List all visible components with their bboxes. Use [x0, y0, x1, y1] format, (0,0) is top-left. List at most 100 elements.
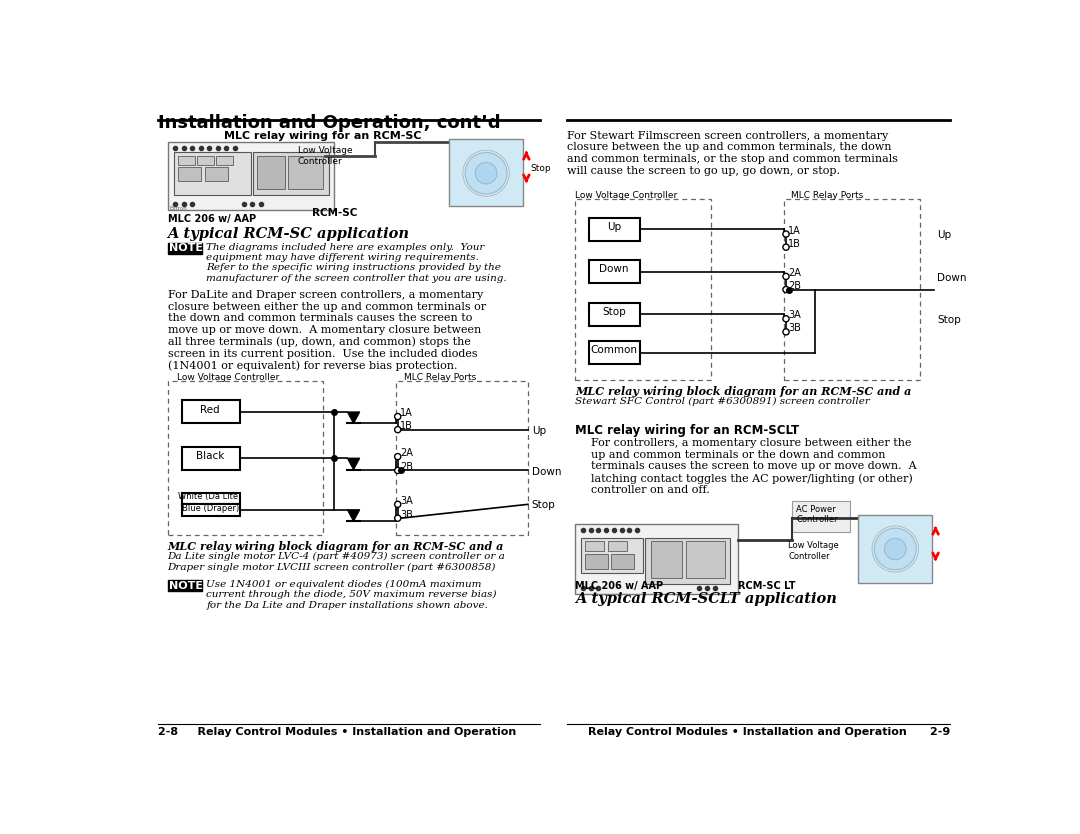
Circle shape — [783, 231, 789, 237]
Bar — [253, 153, 328, 195]
Bar — [288, 156, 323, 188]
Text: White (Da Lite): White (Da Lite) — [178, 492, 242, 501]
Circle shape — [394, 454, 401, 460]
Bar — [590, 303, 639, 326]
Bar — [181, 505, 240, 516]
Bar — [651, 541, 683, 578]
Polygon shape — [348, 510, 360, 521]
Text: MLC relay wiring for an RCM-SC: MLC relay wiring for an RCM-SC — [225, 131, 421, 141]
Bar — [590, 218, 639, 241]
Bar — [181, 446, 240, 470]
Text: Stop: Stop — [531, 500, 555, 510]
Circle shape — [394, 426, 401, 433]
Circle shape — [394, 515, 401, 521]
Bar — [590, 341, 639, 364]
Bar — [205, 167, 228, 181]
Circle shape — [783, 274, 789, 279]
Text: 3A: 3A — [788, 310, 801, 320]
Text: RCM-SC: RCM-SC — [312, 208, 357, 218]
Bar — [216, 155, 233, 165]
Bar — [590, 260, 639, 284]
Text: Da Lite single motor LVC-4 (part #40973) screen controller or a
Draper single mo: Da Lite single motor LVC-4 (part #40973)… — [167, 552, 505, 572]
Circle shape — [783, 316, 789, 322]
Text: 1B: 1B — [400, 421, 413, 431]
Text: 2B: 2B — [788, 281, 801, 291]
Text: MLC relay wiring for an RCM-SCLT: MLC relay wiring for an RCM-SCLT — [576, 425, 799, 437]
Bar — [793, 501, 850, 532]
Text: MLC 206 w/ AAP: MLC 206 w/ AAP — [167, 214, 256, 224]
Circle shape — [394, 467, 401, 474]
Bar — [584, 541, 604, 550]
Polygon shape — [348, 412, 360, 424]
Text: NOTE: NOTE — [170, 580, 203, 590]
Bar — [449, 138, 523, 206]
Bar — [576, 198, 711, 379]
Circle shape — [875, 528, 916, 570]
Bar — [784, 198, 920, 379]
Circle shape — [783, 244, 789, 250]
Text: MLC 206 w/ AAP: MLC 206 w/ AAP — [576, 580, 663, 590]
Circle shape — [394, 501, 401, 507]
Text: Down: Down — [531, 466, 562, 476]
Bar — [177, 155, 194, 165]
Text: Blue (Draper): Blue (Draper) — [181, 504, 239, 513]
Text: RCM-SC LT: RCM-SC LT — [738, 580, 796, 590]
Text: A typical RCM-SC application: A typical RCM-SC application — [167, 227, 409, 241]
Bar — [645, 538, 730, 585]
Text: Low Voltage
Controller: Low Voltage Controller — [788, 541, 839, 560]
Text: Up: Up — [937, 230, 951, 240]
Bar — [611, 554, 634, 569]
Text: Extron: Extron — [170, 206, 188, 211]
Text: 3B: 3B — [400, 510, 413, 520]
Text: Installation and Operation, cont’d: Installation and Operation, cont’d — [159, 114, 501, 132]
Bar — [167, 243, 202, 254]
Text: Down: Down — [937, 273, 967, 283]
Text: Use 1N4001 or equivalent diodes (100mA maximum
current through the diode, 50V ma: Use 1N4001 or equivalent diodes (100mA m… — [206, 580, 497, 610]
Text: Common: Common — [591, 345, 637, 355]
Bar — [686, 541, 725, 578]
Bar — [177, 167, 201, 181]
Text: 1A: 1A — [788, 225, 801, 235]
Text: Up: Up — [531, 426, 545, 436]
Text: MLC relay wiring block diagram for an RCM-SC and a: MLC relay wiring block diagram for an RC… — [167, 541, 504, 552]
Text: Red: Red — [201, 404, 220, 414]
Text: AC Power
Controller: AC Power Controller — [796, 505, 838, 525]
Text: 2A: 2A — [400, 448, 413, 458]
Text: Relay Control Modules • Installation and Operation      2-9: Relay Control Modules • Installation and… — [588, 727, 950, 737]
Text: Black: Black — [195, 451, 225, 461]
Text: MLC relay wiring block diagram for an RCM-SC and a: MLC relay wiring block diagram for an RC… — [576, 386, 912, 397]
Text: For controllers, a momentary closure between either the
up and common terminals : For controllers, a momentary closure bet… — [591, 438, 916, 495]
Circle shape — [394, 414, 401, 420]
Bar — [576, 525, 738, 594]
Text: Low Voltage Controller: Low Voltage Controller — [576, 191, 677, 200]
Bar — [167, 143, 334, 210]
Bar — [167, 580, 202, 591]
Text: Up: Up — [607, 222, 621, 232]
Bar — [608, 541, 627, 550]
Bar — [174, 153, 252, 195]
Text: Stewart SFC Control (part #6300891) screen controller: Stewart SFC Control (part #6300891) scre… — [576, 396, 870, 405]
Bar — [396, 381, 528, 535]
Circle shape — [475, 163, 497, 184]
Circle shape — [872, 526, 918, 572]
Bar — [859, 515, 932, 583]
Text: MLC Relay Ports: MLC Relay Ports — [791, 191, 863, 200]
Bar — [181, 400, 240, 424]
Text: 1B: 1B — [788, 239, 801, 249]
Text: 2B: 2B — [400, 462, 413, 472]
Text: MLC Relay Ports: MLC Relay Ports — [404, 374, 476, 383]
Text: A typical RCM-SCLT application: A typical RCM-SCLT application — [576, 592, 837, 606]
Text: Stop: Stop — [530, 164, 551, 173]
Bar — [181, 493, 240, 505]
Bar — [197, 155, 214, 165]
Polygon shape — [348, 458, 360, 470]
Text: 2-8     Relay Control Modules • Installation and Operation: 2-8 Relay Control Modules • Installation… — [159, 727, 516, 737]
Bar — [257, 156, 284, 188]
Text: For DaLite and Draper screen controllers, a momentary
closure between either the: For DaLite and Draper screen controllers… — [167, 290, 486, 371]
Text: Down: Down — [599, 264, 629, 274]
Text: For Stewart Filmscreen screen controllers, a momentary
closure between the up an: For Stewart Filmscreen screen controller… — [567, 131, 899, 176]
Circle shape — [783, 286, 789, 293]
Bar — [584, 554, 608, 569]
Text: The diagrams included here are examples only.  Your
equipment may have different: The diagrams included here are examples … — [206, 243, 507, 283]
Circle shape — [783, 329, 789, 335]
